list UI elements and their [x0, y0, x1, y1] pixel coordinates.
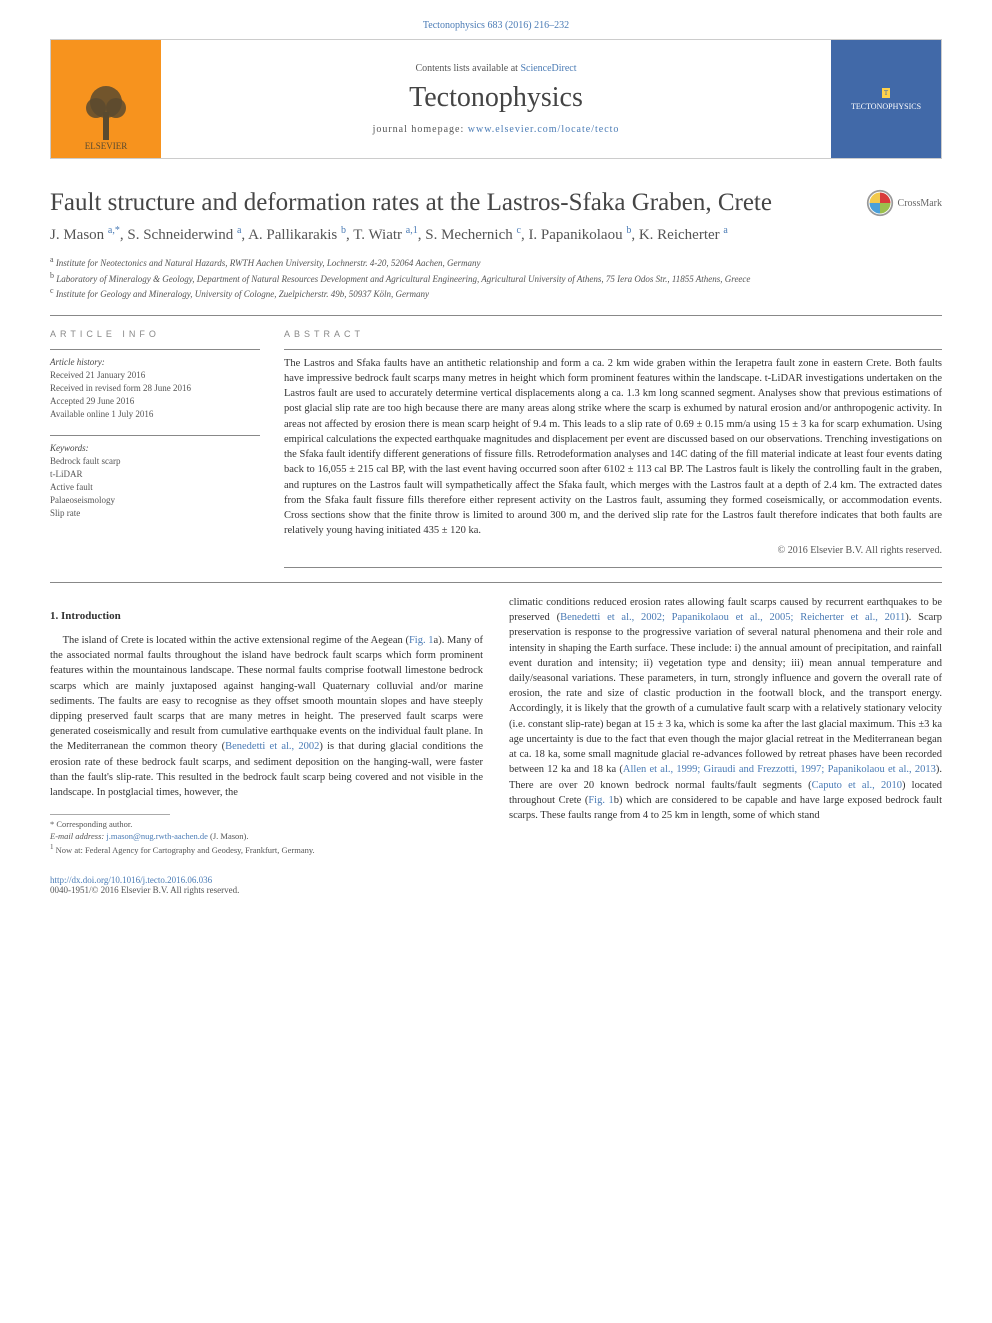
keywords-block: Keywords: Bedrock fault scarpt-LiDARActi… — [50, 442, 260, 520]
publisher-logo-panel: ELSEVIER — [51, 40, 161, 158]
citation[interactable]: Caputo et al., 2010 — [812, 780, 902, 791]
article-history-label: Article history: — [50, 356, 260, 369]
abstract-copyright: © 2016 Elsevier B.V. All rights reserved… — [284, 544, 942, 559]
divider — [50, 349, 260, 350]
email-label: E-mail address: — [50, 831, 106, 841]
footnotes: * Corresponding author. E-mail address: … — [50, 819, 483, 857]
issn-copyright-line: 0040-1951/© 2016 Elsevier B.V. All right… — [50, 885, 239, 895]
footnote-rule — [50, 814, 170, 815]
article-history-line: Available online 1 July 2016 — [50, 408, 260, 421]
journal-cover-thumbnail: T TECTONOPHYSICS — [831, 40, 941, 158]
abstract-text: The Lastros and Sfaka faults have an ant… — [284, 356, 942, 539]
elsevier-tree-icon: ELSEVIER — [66, 72, 146, 152]
article-history-block: Article history: Received 21 January 201… — [50, 356, 260, 421]
article-history-line: Accepted 29 June 2016 — [50, 395, 260, 408]
citation[interactable]: Benedetti et al., 2002 — [225, 741, 319, 752]
crossmark-label: CrossMark — [898, 198, 942, 209]
divider — [284, 567, 942, 568]
article-info-heading: article info — [50, 328, 260, 341]
affiliation-line: c Institute for Geology and Mineralogy, … — [50, 285, 942, 301]
keyword: t-LiDAR — [50, 468, 260, 481]
citation[interactable]: Allen et al., 1999; Giraudi and Frezzott… — [623, 764, 936, 775]
citation[interactable]: Benedetti et al., 2002; Papanikolaou et … — [560, 612, 905, 623]
divider — [284, 349, 942, 350]
author-note-1: 1 Now at: Federal Agency for Cartography… — [50, 843, 483, 857]
contents-lists-pretext: Contents lists available at — [415, 63, 520, 74]
keyword: Palaeoseismology — [50, 494, 260, 507]
body-paragraph: The island of Crete is located within th… — [50, 633, 483, 800]
body-two-column: 1. Introduction The island of Crete is l… — [50, 595, 942, 857]
email-tail: (J. Mason). — [208, 831, 249, 841]
figure-ref[interactable]: Fig. 1 — [409, 635, 434, 646]
email-line: E-mail address: j.mason@nug.rwth-aachen.… — [50, 831, 483, 843]
abstract-column: abstract The Lastros and Sfaka faults ha… — [284, 328, 942, 568]
article-title: Fault structure and deformation rates at… — [50, 189, 866, 217]
author-note-text: Now at: Federal Agency for Cartography a… — [56, 845, 315, 855]
article-history-line: Received in revised form 28 June 2016 — [50, 382, 260, 395]
journal-header: ELSEVIER Contents lists available at Sci… — [50, 39, 942, 159]
journal-cover-wordmark: TECTONOPHYSICS — [851, 102, 921, 111]
journal-header-center: Contents lists available at ScienceDirec… — [161, 40, 831, 158]
keyword: Slip rate — [50, 507, 260, 520]
author-email-link[interactable]: j.mason@nug.rwth-aachen.de — [106, 831, 208, 841]
keyword: Active fault — [50, 481, 260, 494]
publisher-wordmark: ELSEVIER — [85, 141, 128, 151]
contents-lists-line: Contents lists available at ScienceDirec… — [415, 63, 576, 74]
homepage-pretext: journal homepage: — [373, 124, 468, 135]
journal-homepage-link[interactable]: www.elsevier.com/locate/tecto — [468, 124, 620, 135]
doi-link[interactable]: http://dx.doi.org/10.1016/j.tecto.2016.0… — [50, 875, 212, 885]
crossmark-badge[interactable]: CrossMark — [866, 189, 942, 217]
keyword: Bedrock fault scarp — [50, 455, 260, 468]
journal-name: Tectonophysics — [409, 82, 583, 114]
sciencedirect-link[interactable]: ScienceDirect — [520, 63, 576, 74]
author-list: J. Mason a,*, S. Schneiderwind a, A. Pal… — [50, 225, 942, 244]
body-paragraph: climatic conditions reduced erosion rate… — [509, 595, 942, 823]
section-heading-intro: 1. Introduction — [50, 609, 483, 625]
figure-ref[interactable]: Fig. 1 — [588, 795, 613, 806]
journal-cover-mark: T — [882, 88, 890, 98]
body-text: ). Scarp preservation is response to the… — [509, 612, 942, 775]
affiliation-line: a Institute for Neotectonics and Natural… — [50, 254, 942, 270]
article-history-line: Received 21 January 2016 — [50, 369, 260, 382]
divider — [50, 435, 260, 436]
keywords-label: Keywords: — [50, 442, 260, 455]
divider — [50, 582, 942, 583]
article-info-column: article info Article history: Received 2… — [50, 328, 260, 568]
body-text: The island of Crete is located within th… — [63, 635, 409, 646]
corresponding-author-note: * Corresponding author. — [50, 819, 483, 831]
affiliations: a Institute for Neotectonics and Natural… — [50, 254, 942, 301]
divider — [50, 315, 942, 316]
page-footer: http://dx.doi.org/10.1016/j.tecto.2016.0… — [50, 875, 942, 895]
affiliation-line: b Laboratory of Mineralogy & Geology, De… — [50, 270, 942, 286]
crossmark-icon — [866, 189, 894, 217]
journal-homepage-line: journal homepage: www.elsevier.com/locat… — [373, 124, 620, 135]
body-text: a). Many of the associated normal faults… — [50, 635, 483, 753]
running-head: Tectonophysics 683 (2016) 216–232 — [50, 20, 942, 31]
abstract-heading: abstract — [284, 328, 942, 341]
